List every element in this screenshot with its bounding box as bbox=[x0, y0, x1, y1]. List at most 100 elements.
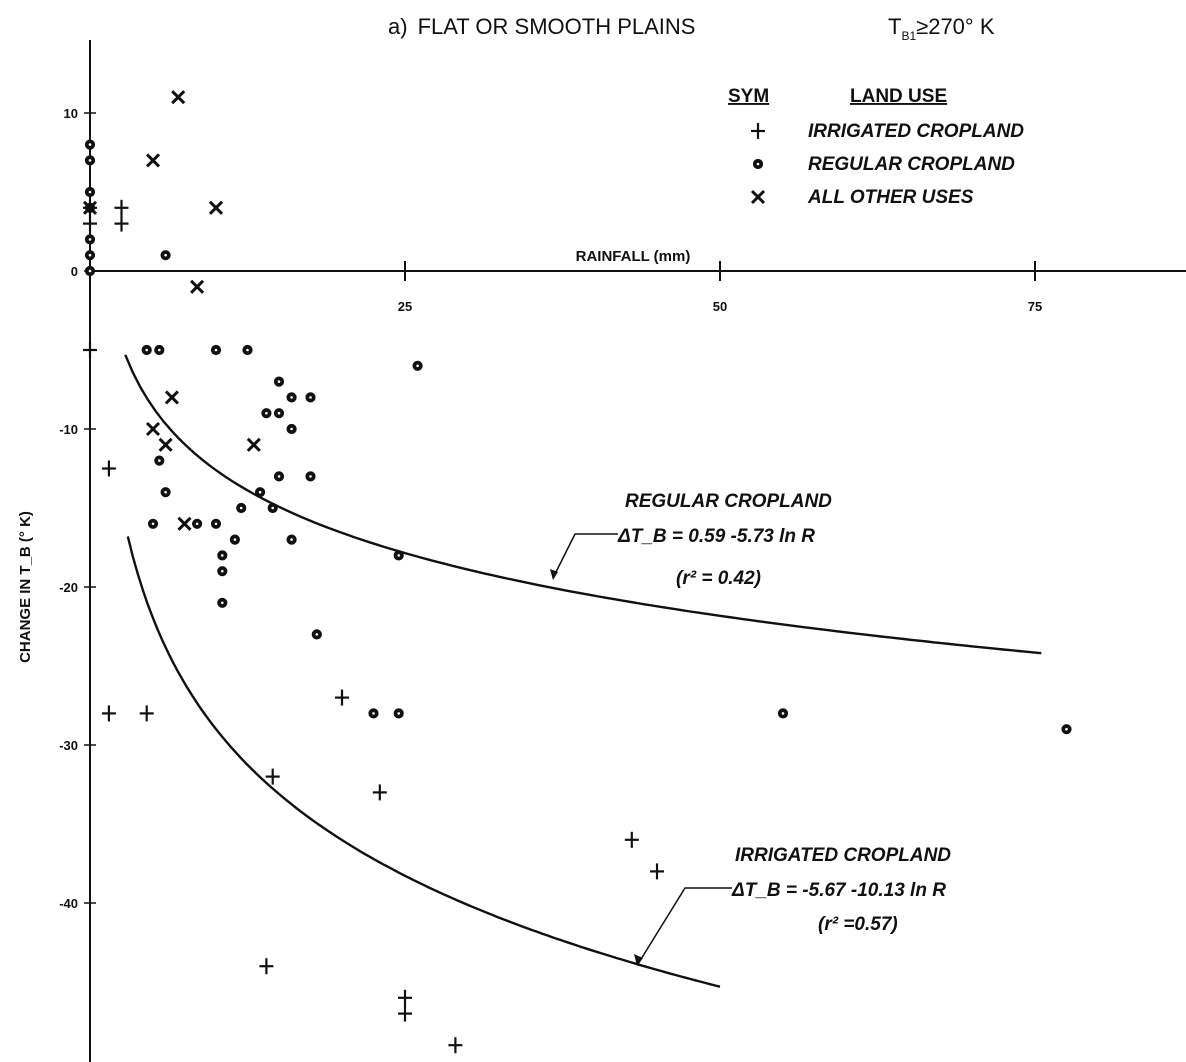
legend-symbol bbox=[751, 123, 765, 139]
regular-point bbox=[412, 360, 423, 371]
regular-point bbox=[777, 708, 789, 719]
irrigated-point bbox=[448, 1037, 463, 1054]
other-use-point bbox=[145, 153, 161, 168]
regular-point bbox=[84, 234, 96, 245]
regular-point bbox=[236, 502, 247, 514]
regular-point bbox=[305, 392, 316, 403]
x-tick-label: 25 bbox=[398, 299, 412, 314]
regular-point bbox=[217, 550, 228, 561]
regular-point bbox=[84, 155, 96, 166]
data-points bbox=[82, 90, 1072, 1054]
regular-point bbox=[368, 708, 379, 719]
y-tick-label: -20 bbox=[59, 580, 78, 595]
regular-point bbox=[393, 550, 404, 561]
annotation-irrigated-equation: ΔT_B = -5.67 -10.13 ln R bbox=[731, 880, 946, 901]
y-axis-label: CHANGE IN T_B (° K) bbox=[17, 511, 34, 663]
x-axis: 25 50 75 RAINFALL (mm) bbox=[90, 248, 1186, 314]
regular-point bbox=[273, 471, 285, 482]
irrigated-point bbox=[650, 863, 664, 880]
irrigated-point bbox=[83, 342, 97, 358]
regular-point bbox=[286, 392, 297, 403]
irrigated-point bbox=[398, 989, 412, 1006]
regular-point bbox=[393, 708, 404, 719]
regular-point bbox=[286, 534, 297, 545]
legend-sym-header: SYM bbox=[728, 86, 769, 107]
legend-label: ALL OTHER USES bbox=[807, 187, 974, 208]
annotation-irrigated-r2: (r² =0.57) bbox=[818, 914, 898, 935]
regular-point bbox=[147, 518, 159, 529]
annotation-regular-name: REGULAR CROPLAND bbox=[625, 491, 832, 512]
regular-point bbox=[210, 344, 222, 356]
other-use-point bbox=[82, 200, 98, 215]
y-tick-label: -10 bbox=[59, 422, 78, 437]
other-use-point bbox=[171, 90, 186, 105]
y-tick-label: -40 bbox=[59, 896, 78, 911]
regular-point bbox=[286, 423, 297, 435]
y-tick-label: -30 bbox=[59, 738, 78, 753]
y-tick-label: 10 bbox=[64, 106, 78, 121]
annotation-irrigated: IRRIGATED CROPLAND ΔT_B = -5.67 -10.13 l… bbox=[634, 845, 951, 966]
regular-point bbox=[261, 408, 272, 419]
annotation-regular-arrow bbox=[550, 569, 558, 580]
annotation-regular-leader bbox=[552, 533, 618, 579]
irrigated-point bbox=[101, 460, 116, 477]
annotation-irrigated-name: IRRIGATED CROPLAND bbox=[735, 845, 951, 866]
x-tick-label: 50 bbox=[713, 299, 727, 314]
legend: SYM LAND USE IRRIGATED CROPLAND REGULAR C… bbox=[728, 86, 1024, 208]
regular-point bbox=[210, 518, 222, 529]
regular-point bbox=[217, 566, 228, 577]
y-tick-label: 0 bbox=[71, 264, 78, 279]
regular-point bbox=[154, 455, 165, 466]
irrigated-point bbox=[372, 784, 387, 801]
legend-symbol bbox=[752, 158, 764, 170]
legend-label: REGULAR CROPLAND bbox=[808, 154, 1015, 175]
regular-point bbox=[160, 487, 171, 498]
other-use-point bbox=[145, 421, 161, 437]
regular-point bbox=[273, 408, 285, 419]
chart-condition: TB1≥270° K bbox=[888, 14, 995, 43]
irrigated-cropland-fit-curve bbox=[126, 536, 721, 988]
regular-point bbox=[141, 344, 152, 356]
irrigated-point bbox=[265, 768, 280, 785]
annotation-irrigated-arrow bbox=[634, 954, 643, 966]
annotation-regular: REGULAR CROPLAND ΔT_B = 0.59 -5.73 ln R … bbox=[550, 491, 832, 589]
regular-point bbox=[229, 534, 240, 545]
irrigated-point bbox=[83, 215, 97, 232]
regular-point bbox=[84, 139, 96, 150]
irrigated-point bbox=[114, 215, 129, 232]
other-use-point bbox=[190, 279, 205, 294]
regular-point bbox=[305, 471, 316, 482]
irrigated-point bbox=[101, 705, 116, 722]
irrigated-point bbox=[624, 831, 639, 848]
x-tick-label: 75 bbox=[1028, 299, 1042, 314]
regular-point bbox=[192, 518, 203, 529]
regular-point bbox=[273, 376, 285, 387]
annotation-irrigated-leader bbox=[637, 887, 732, 965]
legend-symbol bbox=[750, 189, 766, 205]
y-axis: 10 0 -10 -20 -30 -40 CHANGE IN T_B (° K) bbox=[17, 40, 96, 1062]
legend-land-use-header: LAND USE bbox=[850, 86, 947, 107]
regular-point bbox=[242, 344, 253, 356]
regular-point bbox=[154, 344, 165, 356]
irrigated-point bbox=[398, 1005, 412, 1022]
regular-point bbox=[84, 250, 96, 261]
irrigated-point bbox=[335, 689, 349, 706]
regular-point bbox=[311, 629, 322, 640]
annotation-regular-r2: (r² = 0.42) bbox=[676, 568, 761, 589]
regular-point bbox=[267, 502, 278, 514]
annotation-regular-equation: ΔT_B = 0.59 -5.73 ln R bbox=[617, 526, 815, 547]
regular-point bbox=[217, 597, 228, 608]
regular-point bbox=[255, 487, 266, 498]
irrigated-point bbox=[114, 199, 129, 216]
regular-point bbox=[84, 265, 96, 277]
other-use-point bbox=[164, 390, 179, 405]
other-use-point bbox=[158, 437, 173, 452]
regular-point bbox=[160, 250, 171, 261]
other-use-point bbox=[177, 516, 192, 531]
other-use-point bbox=[208, 200, 224, 215]
legend-label: IRRIGATED CROPLAND bbox=[808, 121, 1024, 142]
irrigated-point bbox=[139, 705, 154, 722]
irrigated-point bbox=[259, 958, 274, 975]
regular-cropland-fit-curve bbox=[124, 354, 1042, 655]
